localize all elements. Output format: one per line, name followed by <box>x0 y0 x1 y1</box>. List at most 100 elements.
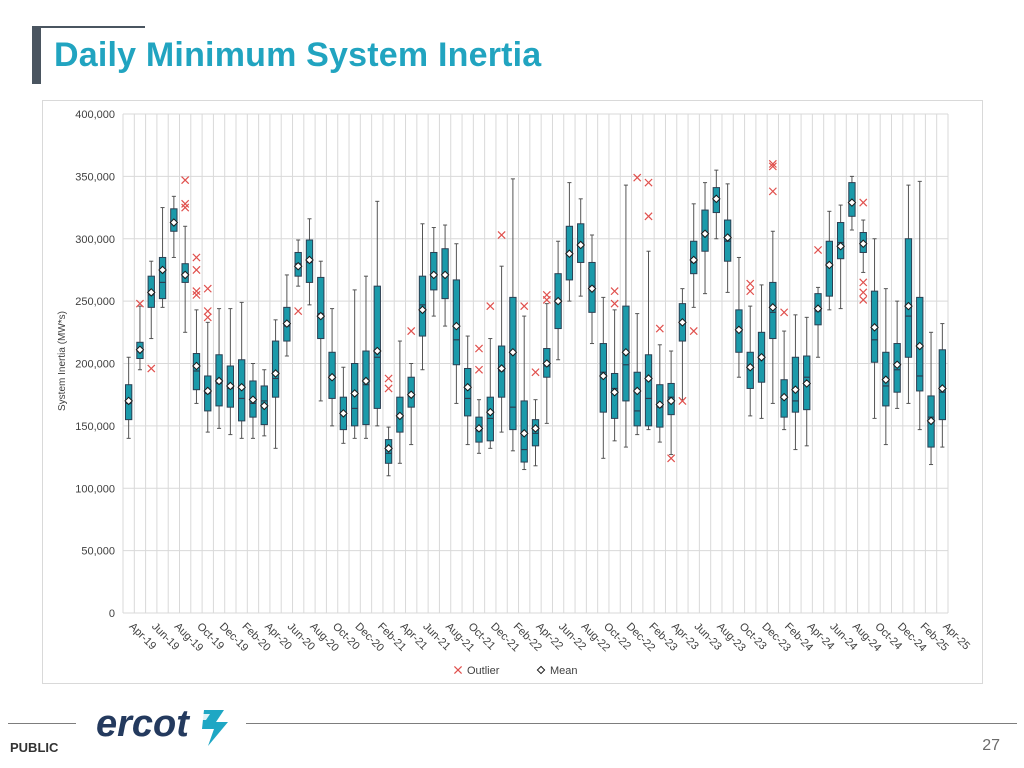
outlier-stroke <box>294 307 303 316</box>
outlier-stroke <box>610 299 619 308</box>
mean-marker <box>158 265 167 275</box>
mean-marker <box>745 362 755 372</box>
box-Jul-23 <box>700 182 710 295</box>
box-Dec-22 <box>621 184 631 448</box>
box-Jul-24 <box>836 204 845 310</box>
box-Jan-21 <box>361 275 371 439</box>
box-Dec-23 <box>757 284 766 419</box>
outlier-stroke <box>181 203 190 212</box>
y-tick-label: 400,000 <box>75 109 115 121</box>
mean-marker <box>836 241 845 251</box>
mean-marker <box>146 288 156 297</box>
box-Apr-25 <box>938 323 947 448</box>
box-Nov-20 <box>339 366 348 444</box>
outlier-marker <box>520 302 529 311</box>
outlier-marker <box>192 287 201 296</box>
mean-marker <box>926 416 936 426</box>
mean-marker <box>463 382 472 392</box>
box-layer <box>124 159 947 477</box>
page-number: 27 <box>982 737 1000 754</box>
legend-item-mean: Mean <box>536 665 578 677</box>
box-Jan-20 <box>226 308 235 436</box>
outlier-stroke <box>192 265 201 274</box>
box-Apr-22 <box>531 368 540 467</box>
mean-marker <box>576 240 586 250</box>
chart-frame: 0 50,000 100,000 150,000 200,000 250,000 300,0… <box>42 100 983 684</box>
y-tick-label: 150,000 <box>75 421 115 433</box>
outlier-marker <box>655 324 664 333</box>
iqr-box <box>509 296 517 431</box>
iqr-box <box>486 396 494 442</box>
mean-marker <box>599 371 608 381</box>
outlier-stroke <box>633 173 642 182</box>
outlier-stroke <box>644 178 653 187</box>
outlier-stroke <box>780 308 789 317</box>
iqr-box <box>836 222 845 260</box>
mean-marker <box>610 387 619 397</box>
outlier-marker <box>780 308 789 317</box>
outlier-stroke <box>542 295 551 304</box>
outlier-stroke <box>474 344 484 353</box>
outlier-marker <box>203 284 212 293</box>
outlier-stroke <box>655 324 664 333</box>
outlier-stroke <box>486 302 495 311</box>
box-Sep-20 <box>316 260 326 402</box>
mean-marker <box>768 303 778 312</box>
mean-marker <box>192 361 201 371</box>
box-Jun-21 <box>418 223 427 371</box>
box-Jul-22 <box>565 182 574 302</box>
box-Dec-24 <box>892 300 902 409</box>
legend-item-outlier: Outlier <box>453 665 500 677</box>
mean-marker <box>531 424 540 433</box>
box-Jan-24 <box>768 159 778 404</box>
outlier-stroke <box>678 396 687 405</box>
mean-marker <box>271 369 280 378</box>
box-May-22 <box>542 290 552 424</box>
outlier-stroke <box>859 198 868 207</box>
y-tick-label: 50,000 <box>81 546 115 558</box>
mean-marker <box>757 352 766 362</box>
outlier-stroke <box>135 299 144 308</box>
box-Jun-19 <box>146 260 156 373</box>
box-Sep-21 <box>452 243 461 404</box>
mean-marker <box>553 296 563 306</box>
box-Apr-21 <box>395 340 405 464</box>
mean-marker <box>339 409 348 418</box>
outlier-marker <box>181 176 190 185</box>
outlier-marker <box>610 287 619 296</box>
mean-marker <box>712 194 721 204</box>
box-Jun-20 <box>282 274 292 357</box>
outlier-stroke <box>192 290 201 299</box>
outlier-marker <box>407 327 416 336</box>
box-plot-chart: 0 50,000 100,000 150,000 200,000 250,000 300,0… <box>57 109 972 677</box>
mean-marker <box>418 305 427 315</box>
y-tick-label: 350,000 <box>75 171 115 183</box>
outlier-stroke <box>610 287 619 296</box>
box-Apr-23 <box>666 350 676 463</box>
outlier-marker <box>181 203 190 212</box>
mean-marker <box>655 400 665 409</box>
box-Sep-23 <box>723 183 732 293</box>
mean-marker <box>361 376 371 386</box>
outlier-marker <box>192 253 201 262</box>
outlier-marker <box>678 396 687 405</box>
y-tick-label: 200,000 <box>75 359 115 371</box>
y-tick-label: 100,000 <box>75 483 115 495</box>
legend-label: Mean <box>550 665 578 677</box>
outlier-stroke <box>181 176 190 185</box>
outlier-marker <box>859 295 868 304</box>
chart-legend: Outlier Mean <box>453 665 578 677</box>
box-Feb-24 <box>779 308 789 431</box>
iqr-box <box>644 354 653 427</box>
mean-marker <box>632 386 642 396</box>
box-May-20 <box>271 319 280 449</box>
iqr-box <box>464 367 472 417</box>
mean-marker <box>452 321 461 331</box>
outlier-marker <box>294 307 303 316</box>
box-Jan-22 <box>497 230 506 433</box>
box-Sep-19 <box>180 176 190 333</box>
box-Sep-22 <box>587 234 597 345</box>
outlier-marker <box>859 288 868 297</box>
mean-marker <box>904 301 913 311</box>
mean-marker <box>316 311 326 321</box>
